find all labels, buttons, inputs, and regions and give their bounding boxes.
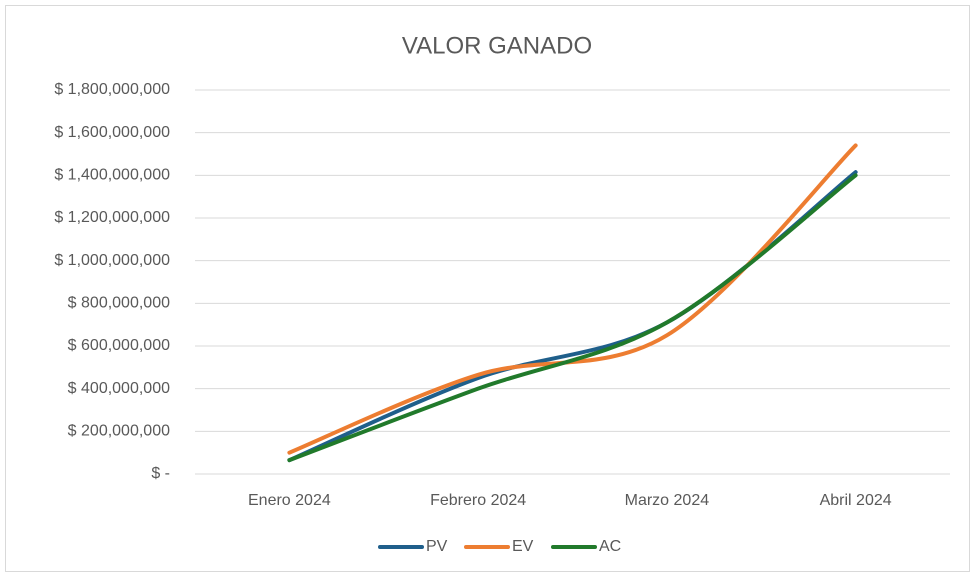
legend-label: AC <box>599 538 621 555</box>
y-tick-label: $ 1,000,000,000 <box>54 252 170 269</box>
y-tick-label: $ 1,400,000,000 <box>54 167 170 184</box>
y-tick-label: $ 1,600,000,000 <box>54 124 170 141</box>
chart-frame <box>5 5 970 572</box>
x-tick-label: Enero 2024 <box>248 492 331 509</box>
y-tick-label: $ 600,000,000 <box>68 337 170 354</box>
y-tick-label: $ 800,000,000 <box>68 295 170 312</box>
y-tick-label: $ 200,000,000 <box>68 423 170 440</box>
y-tick-label: $ 1,200,000,000 <box>54 209 170 226</box>
line-series <box>287 143 858 455</box>
y-tick-label: $ 400,000,000 <box>68 380 170 397</box>
x-tick-label: Abril 2024 <box>820 492 892 509</box>
x-tick-label: Marzo 2024 <box>625 492 710 509</box>
legend-label: PV <box>426 538 448 555</box>
x-tick-label: Febrero 2024 <box>430 492 526 509</box>
legend-label: EV <box>512 538 534 555</box>
y-tick-label: $ - <box>151 465 170 482</box>
y-tick-label: $ 1,800,000,000 <box>54 81 170 98</box>
line-series <box>287 173 858 463</box>
chart-title: VALOR GANADO <box>402 32 592 59</box>
